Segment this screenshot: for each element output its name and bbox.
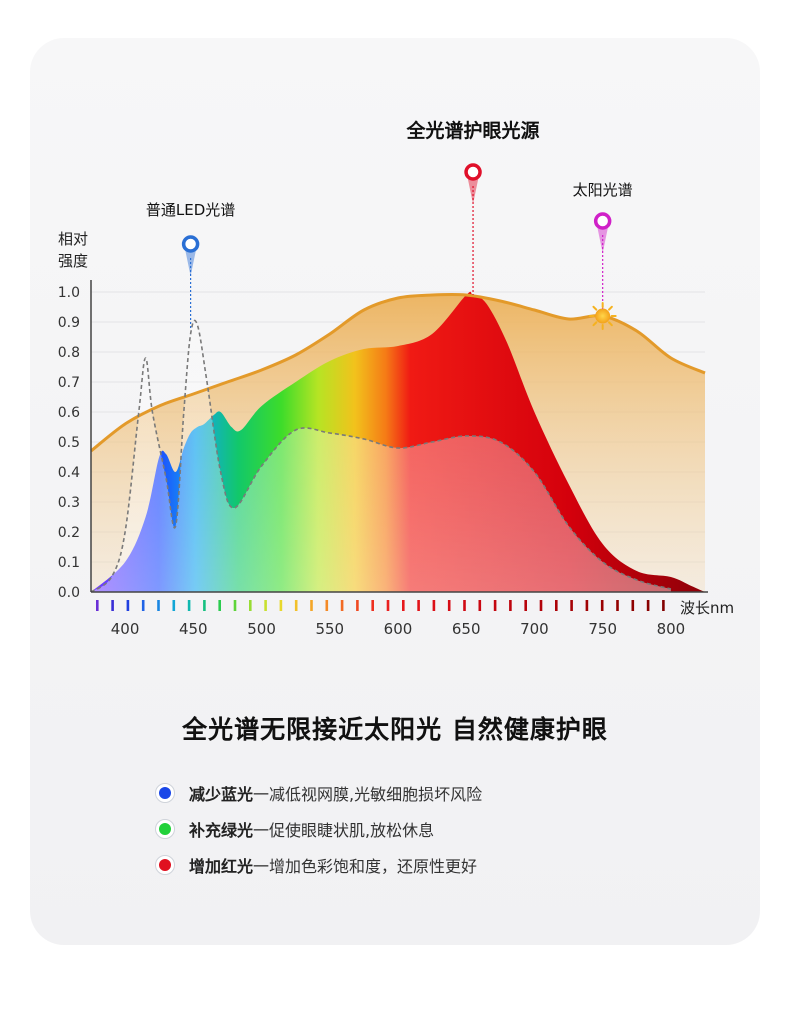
- blue-dot-icon: [155, 783, 175, 803]
- y-tick-label: 0.3: [58, 495, 80, 511]
- headline: 全光谱无限接近太阳光 自然健康护眼: [182, 715, 608, 744]
- wavelength-bar: [631, 600, 635, 611]
- wavelength-bar: [233, 600, 237, 611]
- wavelength-bar: [570, 600, 573, 611]
- pin-tail: [467, 175, 480, 204]
- wavelength-bar: [126, 600, 130, 611]
- green-dot-icon: [155, 819, 175, 839]
- y-tick-label: 0.0: [58, 585, 80, 601]
- y-tick-label: 0.6: [58, 405, 80, 421]
- x-tick-label: 400: [111, 620, 140, 638]
- y-tick-label: 1.0: [58, 285, 80, 301]
- wavelength-bar: [616, 600, 619, 611]
- spectrum-chart: 相对 强度 0.00.10.20.30.40.50.60.70.80.91.0 …: [58, 119, 734, 638]
- annotation: 太阳光谱: [573, 181, 633, 316]
- x-tick-label: 750: [588, 620, 617, 638]
- pin-tail: [184, 247, 197, 276]
- led-spectrum-area: [91, 320, 671, 592]
- location-pin-icon: [181, 235, 200, 253]
- wavelength-bar: [463, 600, 466, 611]
- wavelength-bar: [96, 600, 99, 611]
- benefit-title: 增加红光: [189, 857, 254, 876]
- x-axis-label: 波长nm: [680, 599, 734, 617]
- y-tick-labels: 0.0 0.1 0.2 0.3 0.4 0.5 0.6 0.7 0.8 0.9 1.0: [58, 285, 80, 601]
- annotation-label: 全光谱护眼光源: [406, 119, 540, 142]
- annotation: 普通LED光谱: [146, 201, 235, 328]
- red-dot-icon: [155, 855, 175, 875]
- benefit-text: 一促使眼睫状肌,放松休息: [253, 821, 435, 840]
- wavelength-bar: [539, 600, 543, 611]
- wavelength-bar: [555, 600, 558, 611]
- y-tick-label: 0.2: [58, 525, 80, 541]
- wavelength-bar: [662, 600, 665, 611]
- benefit-title: 减少蓝光: [189, 785, 254, 804]
- x-tick-label: 600: [384, 620, 413, 638]
- wavelength-bar: [417, 600, 420, 611]
- benefit-green-light: 补充绿光 一促使眼睫状肌,放松休息: [155, 811, 482, 847]
- y-tick-label: 0.9: [58, 315, 80, 331]
- benefit-red-light: 增加红光 一增加色彩饱和度，还原性更好: [155, 847, 482, 883]
- benefit-list: 减少蓝光 一减低视网膜,光敏细胞损坏风险 补充绿光 一促使眼睫状肌,放松休息 增…: [155, 775, 482, 883]
- wavelength-bar: [111, 600, 114, 611]
- wavelength-bar: [600, 600, 604, 611]
- x-tick-label: 450: [179, 620, 208, 638]
- wavelength-bar: [478, 600, 482, 611]
- benefit-text: 一减低视网膜,光敏细胞损坏风险: [253, 785, 483, 804]
- wavelength-bar: [187, 600, 191, 611]
- y-tick-label: 0.8: [58, 345, 80, 361]
- annotation-label: 太阳光谱: [573, 181, 633, 199]
- wavelength-bar: [264, 600, 267, 611]
- x-tick-label: 500: [247, 620, 276, 638]
- wavelength-bar: [585, 600, 589, 611]
- wavelength-bar: [646, 600, 650, 611]
- annotation-label: 普通LED光谱: [146, 201, 235, 219]
- location-pin-icon: [593, 212, 612, 230]
- x-tick-label: 800: [657, 620, 686, 638]
- wavelength-bar: [509, 600, 512, 611]
- wavelength-bar: [218, 600, 221, 611]
- wavelength-bar: [447, 600, 451, 611]
- x-tick-label: 700: [520, 620, 549, 638]
- wavelength-bar: [310, 600, 313, 611]
- sun-icon: [588, 302, 617, 330]
- wavelength-bar: [432, 600, 436, 611]
- location-pin-icon: [464, 163, 482, 181]
- pin-tail: [596, 224, 609, 253]
- wavelength-bar: [279, 600, 283, 611]
- annotation: 全光谱护眼光源: [406, 119, 540, 295]
- x-tick-label: 650: [452, 620, 481, 638]
- wavelength-bar: [141, 600, 145, 611]
- y-tick-label: 0.4: [58, 465, 80, 481]
- y-tick-label: 0.1: [58, 555, 80, 571]
- x-tick-labels: 400 450 500 550 600 650 700 750 800: [111, 620, 685, 638]
- wavelength-bar: [356, 600, 359, 611]
- wavelength-bar: [402, 600, 405, 611]
- wavelength-bar: [493, 600, 497, 611]
- wavelength-bar: [325, 600, 329, 611]
- x-tick-label: 550: [315, 620, 344, 638]
- wavelength-bar: [172, 600, 176, 611]
- wavelength-bar: [340, 600, 344, 611]
- wavelength-bar: [203, 600, 206, 611]
- wavelength-bar: [249, 600, 252, 611]
- wavelength-bar: [157, 600, 160, 611]
- wavelength-color-bars: [96, 600, 665, 611]
- y-tick-label: 0.5: [58, 435, 80, 451]
- benefit-blue-light: 减少蓝光 一减低视网膜,光敏细胞损坏风险: [155, 775, 482, 811]
- wavelength-bar: [386, 600, 390, 611]
- benefit-text: 一增加色彩饱和度，还原性更好: [253, 857, 478, 876]
- wavelength-bar: [371, 600, 374, 611]
- y-tick-label: 0.7: [58, 375, 80, 391]
- wavelength-bar: [524, 600, 527, 611]
- wavelength-bar: [294, 600, 298, 611]
- y-axis-label: 相对 强度: [58, 230, 93, 270]
- benefit-title: 补充绿光: [189, 821, 254, 840]
